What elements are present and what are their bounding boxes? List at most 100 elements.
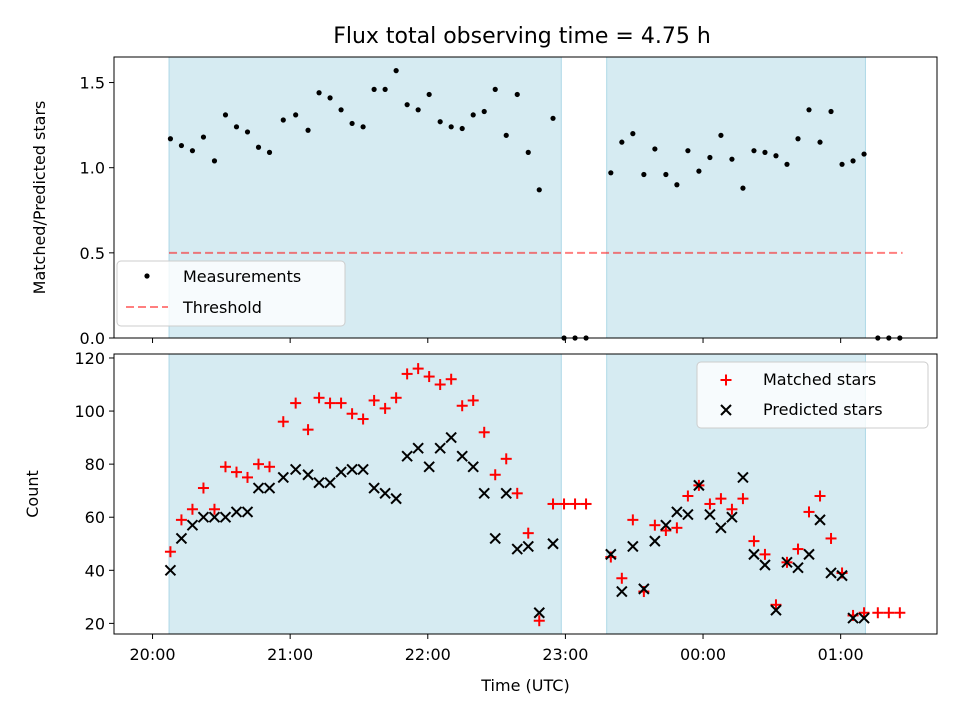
observing-window-2 (606, 56, 866, 339)
measurement-point (619, 139, 625, 145)
predicted-star-point (836, 569, 848, 582)
measurement-point (514, 91, 520, 98)
measurement-point (630, 131, 636, 137)
predicted-star-point (335, 466, 347, 478)
measurement-point (293, 112, 299, 118)
x-axis-label: Time (UTC) (480, 676, 569, 695)
measurement-point (426, 91, 432, 98)
matched-star-point (379, 402, 391, 414)
matched-star-point (445, 373, 457, 385)
matched-star-point (467, 394, 479, 406)
predicted-star-point (547, 538, 559, 550)
predicted-star-point (263, 482, 276, 494)
predicted-star-point (478, 487, 490, 500)
predicted-star-point (792, 561, 804, 574)
matched-star-point (324, 397, 336, 409)
predicted-star-point (814, 514, 826, 526)
measurement-point (861, 151, 867, 157)
matched-star-point (737, 493, 749, 505)
matched-star-point (704, 498, 716, 510)
x-tick-label: 23:00 (542, 645, 588, 664)
measurement-point (707, 154, 713, 161)
predicted-star-point (858, 612, 870, 624)
measurement-point (244, 129, 251, 135)
matched-star-point (346, 408, 358, 420)
matched-star-point (335, 397, 347, 409)
bottom-y-tick-label: 40 (85, 561, 105, 580)
predicted-star-point (277, 471, 289, 484)
matched-star-point (803, 506, 815, 518)
matched-star-point (230, 466, 242, 478)
top-y-tick-label: 1.0 (80, 159, 105, 178)
matched-star-point (186, 503, 198, 515)
matched-star-point (500, 453, 512, 465)
predicted-star-point (186, 519, 199, 531)
matched-star-point (511, 487, 523, 499)
bottom-y-tick-label: 80 (85, 455, 105, 474)
measurement-point (663, 171, 669, 178)
legend-predicted-marker (720, 404, 732, 416)
matched-star-point (357, 413, 369, 425)
predicted-star-point (671, 506, 683, 518)
measurement-point (481, 108, 487, 115)
matched-star-point (883, 607, 895, 619)
x-tick-label: 01:00 (818, 645, 864, 664)
measurement-point (211, 158, 218, 164)
matched-star-point (759, 548, 771, 560)
predicted-star-point (649, 535, 661, 547)
measurement-point (729, 156, 735, 162)
top-legend-box (116, 260, 346, 327)
predicted-star-point (500, 487, 512, 500)
matched-star-point (290, 397, 302, 409)
legend-predicted-x (720, 404, 732, 416)
matched-star-point (715, 493, 727, 505)
matched-star-point (671, 522, 683, 534)
predicted-star-point (660, 519, 672, 531)
predicted-star-point (241, 506, 254, 518)
matched-star-point (219, 461, 231, 473)
measurement-point (685, 148, 691, 154)
matched-star-point (872, 607, 884, 619)
bottom-y-tick-label: 120 (74, 349, 105, 368)
predicted-star-point (748, 548, 760, 561)
measurement-point (459, 125, 465, 132)
matched-star-point (825, 532, 837, 544)
matched-star-point (660, 524, 672, 536)
measurement-point (200, 134, 207, 140)
measurement-point (652, 146, 658, 152)
measurement-point (371, 86, 377, 92)
chart-title: Flux total observing time = 4.75 h (333, 24, 711, 49)
matched-star-point (241, 471, 253, 483)
legend-matched-plus (720, 374, 732, 386)
matched-star-point (401, 368, 413, 380)
measurement-point (762, 149, 768, 155)
matched-star-point (558, 498, 570, 510)
matched-star-point (412, 363, 424, 375)
measurement-point (740, 185, 746, 191)
matched-star-point (489, 469, 501, 481)
matched-star-point (569, 498, 581, 510)
bottom-y-tick-label: 100 (74, 402, 105, 421)
top-y-tick-label: 0.5 (80, 244, 105, 263)
matched-star-point (208, 503, 220, 515)
measurement-point (806, 107, 812, 113)
top-panel: 0.0 0.5 1.0 1.5 Matched/Predicted stars Mea… (30, 56, 938, 348)
predicted-star-point (423, 461, 435, 473)
predicted-star-point (737, 471, 749, 484)
count-points (164, 363, 906, 627)
matched-star-point (547, 498, 559, 510)
matched-star-point (616, 572, 628, 584)
top-x-ticks (152, 338, 842, 343)
measurement-point (415, 107, 421, 113)
measurement-point (266, 149, 273, 155)
measurement-point (839, 161, 845, 167)
measurement-point (470, 112, 476, 118)
bottom-x-ticks: 20:00 21:00 22:00 23:00 00:00 01:00 (129, 634, 864, 664)
measurement-point (448, 124, 454, 130)
predicted-star-point (682, 508, 694, 521)
x-tick-label: 20:00 (129, 645, 175, 664)
measurement-point (828, 108, 834, 115)
measurement-point (338, 107, 344, 113)
legend-threshold-label: Threshold (182, 298, 262, 317)
matched-star-point (858, 607, 870, 619)
